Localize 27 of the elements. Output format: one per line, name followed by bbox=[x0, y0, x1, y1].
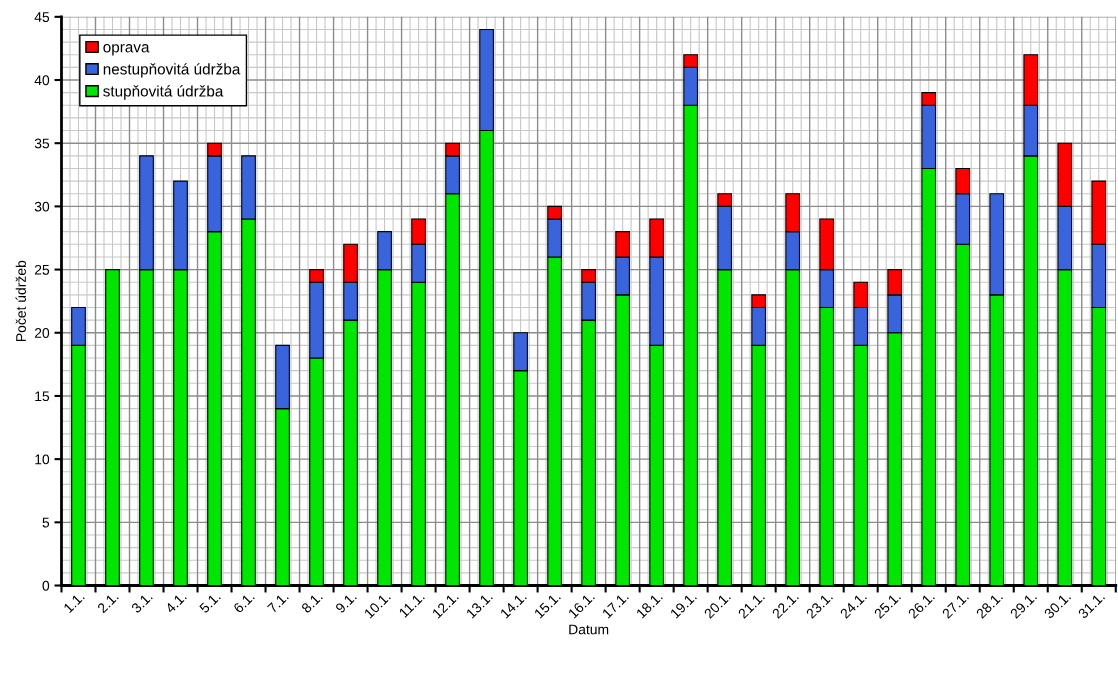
y-tick-label: 40 bbox=[34, 75, 50, 86]
legend-label: stupňovitá údržba bbox=[103, 85, 224, 100]
x-tick-label: 8.1. bbox=[300, 591, 323, 614]
x-tick-label: 4.1. bbox=[164, 591, 187, 614]
legend-label: oprava bbox=[103, 44, 150, 56]
y-tick-label: 45 bbox=[34, 12, 50, 22]
y-tick-label: 5 bbox=[42, 517, 50, 528]
y-tick-label: 25 bbox=[34, 264, 50, 275]
x-axis-title: Datum bbox=[569, 624, 609, 635]
x-tick-label: 11.1. bbox=[398, 591, 425, 618]
x-tick-label: 1.1. bbox=[63, 591, 85, 614]
y-tick-label: 0 bbox=[42, 580, 50, 591]
y-tick-label: 35 bbox=[34, 138, 50, 149]
x-tick-label: 2.1. bbox=[96, 591, 119, 614]
legend-label: nestupňovitá údržba bbox=[103, 63, 241, 78]
x-tick-label: 7.1. bbox=[267, 591, 289, 614]
y-tick-label: 20 bbox=[34, 328, 50, 338]
x-tick-label: 9.1. bbox=[334, 591, 357, 614]
y-tick-label: 30 bbox=[34, 201, 50, 212]
y-tick-label: 15 bbox=[35, 391, 50, 402]
x-tick-label: 31.1. bbox=[1077, 591, 1106, 620]
x-tick-label: 5.1. bbox=[198, 591, 221, 614]
x-tick-label: 6.1. bbox=[232, 591, 255, 614]
y-axis-title: Počet údržeb bbox=[15, 260, 26, 341]
y-tick-label: 10 bbox=[35, 454, 50, 465]
x-tick-label: 30.1. bbox=[1043, 591, 1072, 620]
x-tick-label: 3.1. bbox=[130, 591, 153, 614]
